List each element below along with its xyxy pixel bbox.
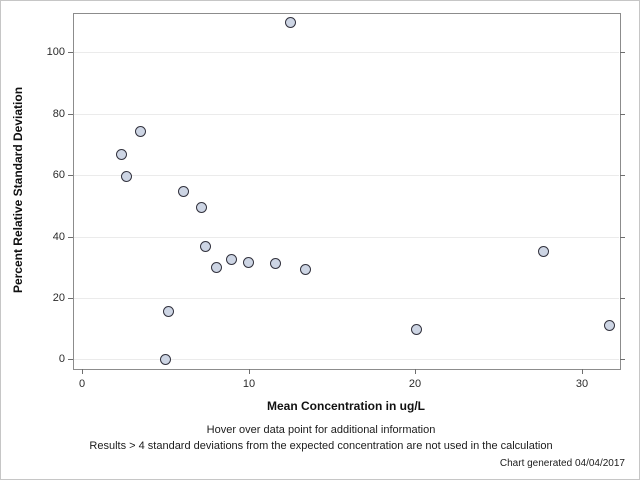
data-point[interactable] bbox=[604, 319, 616, 331]
footnote-exclusion-note: Results > 4 standard deviations from the… bbox=[89, 440, 553, 452]
y-tick-label: 40 bbox=[52, 231, 65, 243]
chart-generated-date: Chart generated 04/04/2017 bbox=[499, 458, 625, 469]
y2-axis-tick bbox=[620, 359, 625, 360]
y-axis-tick bbox=[68, 52, 73, 53]
data-point[interactable] bbox=[299, 263, 311, 275]
y-tick-label: 60 bbox=[52, 169, 65, 181]
y-tick-label: 20 bbox=[52, 292, 65, 304]
data-point[interactable] bbox=[269, 258, 281, 270]
data-point[interactable] bbox=[226, 253, 238, 265]
data-point[interactable] bbox=[211, 262, 223, 274]
y2-axis-tick bbox=[620, 175, 625, 176]
data-point[interactable] bbox=[163, 306, 175, 318]
y-axis-title: Percent Relative Standard Deviation bbox=[11, 86, 25, 294]
data-point[interactable] bbox=[411, 323, 423, 335]
x-axis-tick bbox=[249, 369, 250, 374]
data-point[interactable] bbox=[199, 241, 211, 253]
x-tick-label: 0 bbox=[78, 378, 86, 390]
data-point[interactable] bbox=[178, 185, 190, 197]
y-axis-tick bbox=[68, 114, 73, 115]
y-gridline bbox=[74, 237, 619, 238]
data-point[interactable] bbox=[243, 257, 254, 269]
y-axis-tick bbox=[68, 298, 73, 299]
y2-axis-tick bbox=[620, 237, 625, 238]
data-point[interactable] bbox=[284, 16, 296, 28]
y-gridline bbox=[74, 114, 619, 115]
x-axis-tick bbox=[82, 369, 83, 374]
plot-area-border bbox=[73, 13, 621, 370]
y2-axis-tick bbox=[620, 298, 625, 299]
x-tick-label: 20 bbox=[408, 378, 422, 390]
data-point[interactable] bbox=[196, 201, 208, 213]
y-tick-label: 0 bbox=[58, 353, 65, 365]
y-gridline bbox=[74, 175, 619, 176]
x-axis-title: Mean Concentration in ug/L bbox=[267, 399, 425, 413]
x-axis-tick bbox=[415, 369, 416, 374]
x-tick-label: 10 bbox=[242, 378, 256, 390]
y-axis-tick bbox=[68, 359, 73, 360]
y-gridline bbox=[74, 52, 619, 53]
y-axis-tick bbox=[68, 237, 73, 238]
y-gridline bbox=[74, 298, 619, 299]
data-point[interactable] bbox=[159, 353, 171, 365]
y2-axis-tick bbox=[620, 114, 625, 115]
data-point[interactable] bbox=[121, 170, 133, 182]
data-point[interactable] bbox=[134, 125, 146, 137]
data-point[interactable] bbox=[116, 149, 128, 161]
y2-axis-tick bbox=[620, 52, 625, 53]
x-axis-tick bbox=[582, 369, 583, 374]
y-axis-tick bbox=[68, 175, 73, 176]
y-tick-label: 80 bbox=[52, 108, 65, 120]
y-gridline bbox=[74, 359, 619, 360]
x-tick-label: 30 bbox=[575, 378, 589, 390]
footnote-hover-hint: Hover over data point for additional inf… bbox=[206, 424, 436, 436]
data-point[interactable] bbox=[537, 245, 549, 257]
y-tick-label: 100 bbox=[46, 46, 65, 58]
